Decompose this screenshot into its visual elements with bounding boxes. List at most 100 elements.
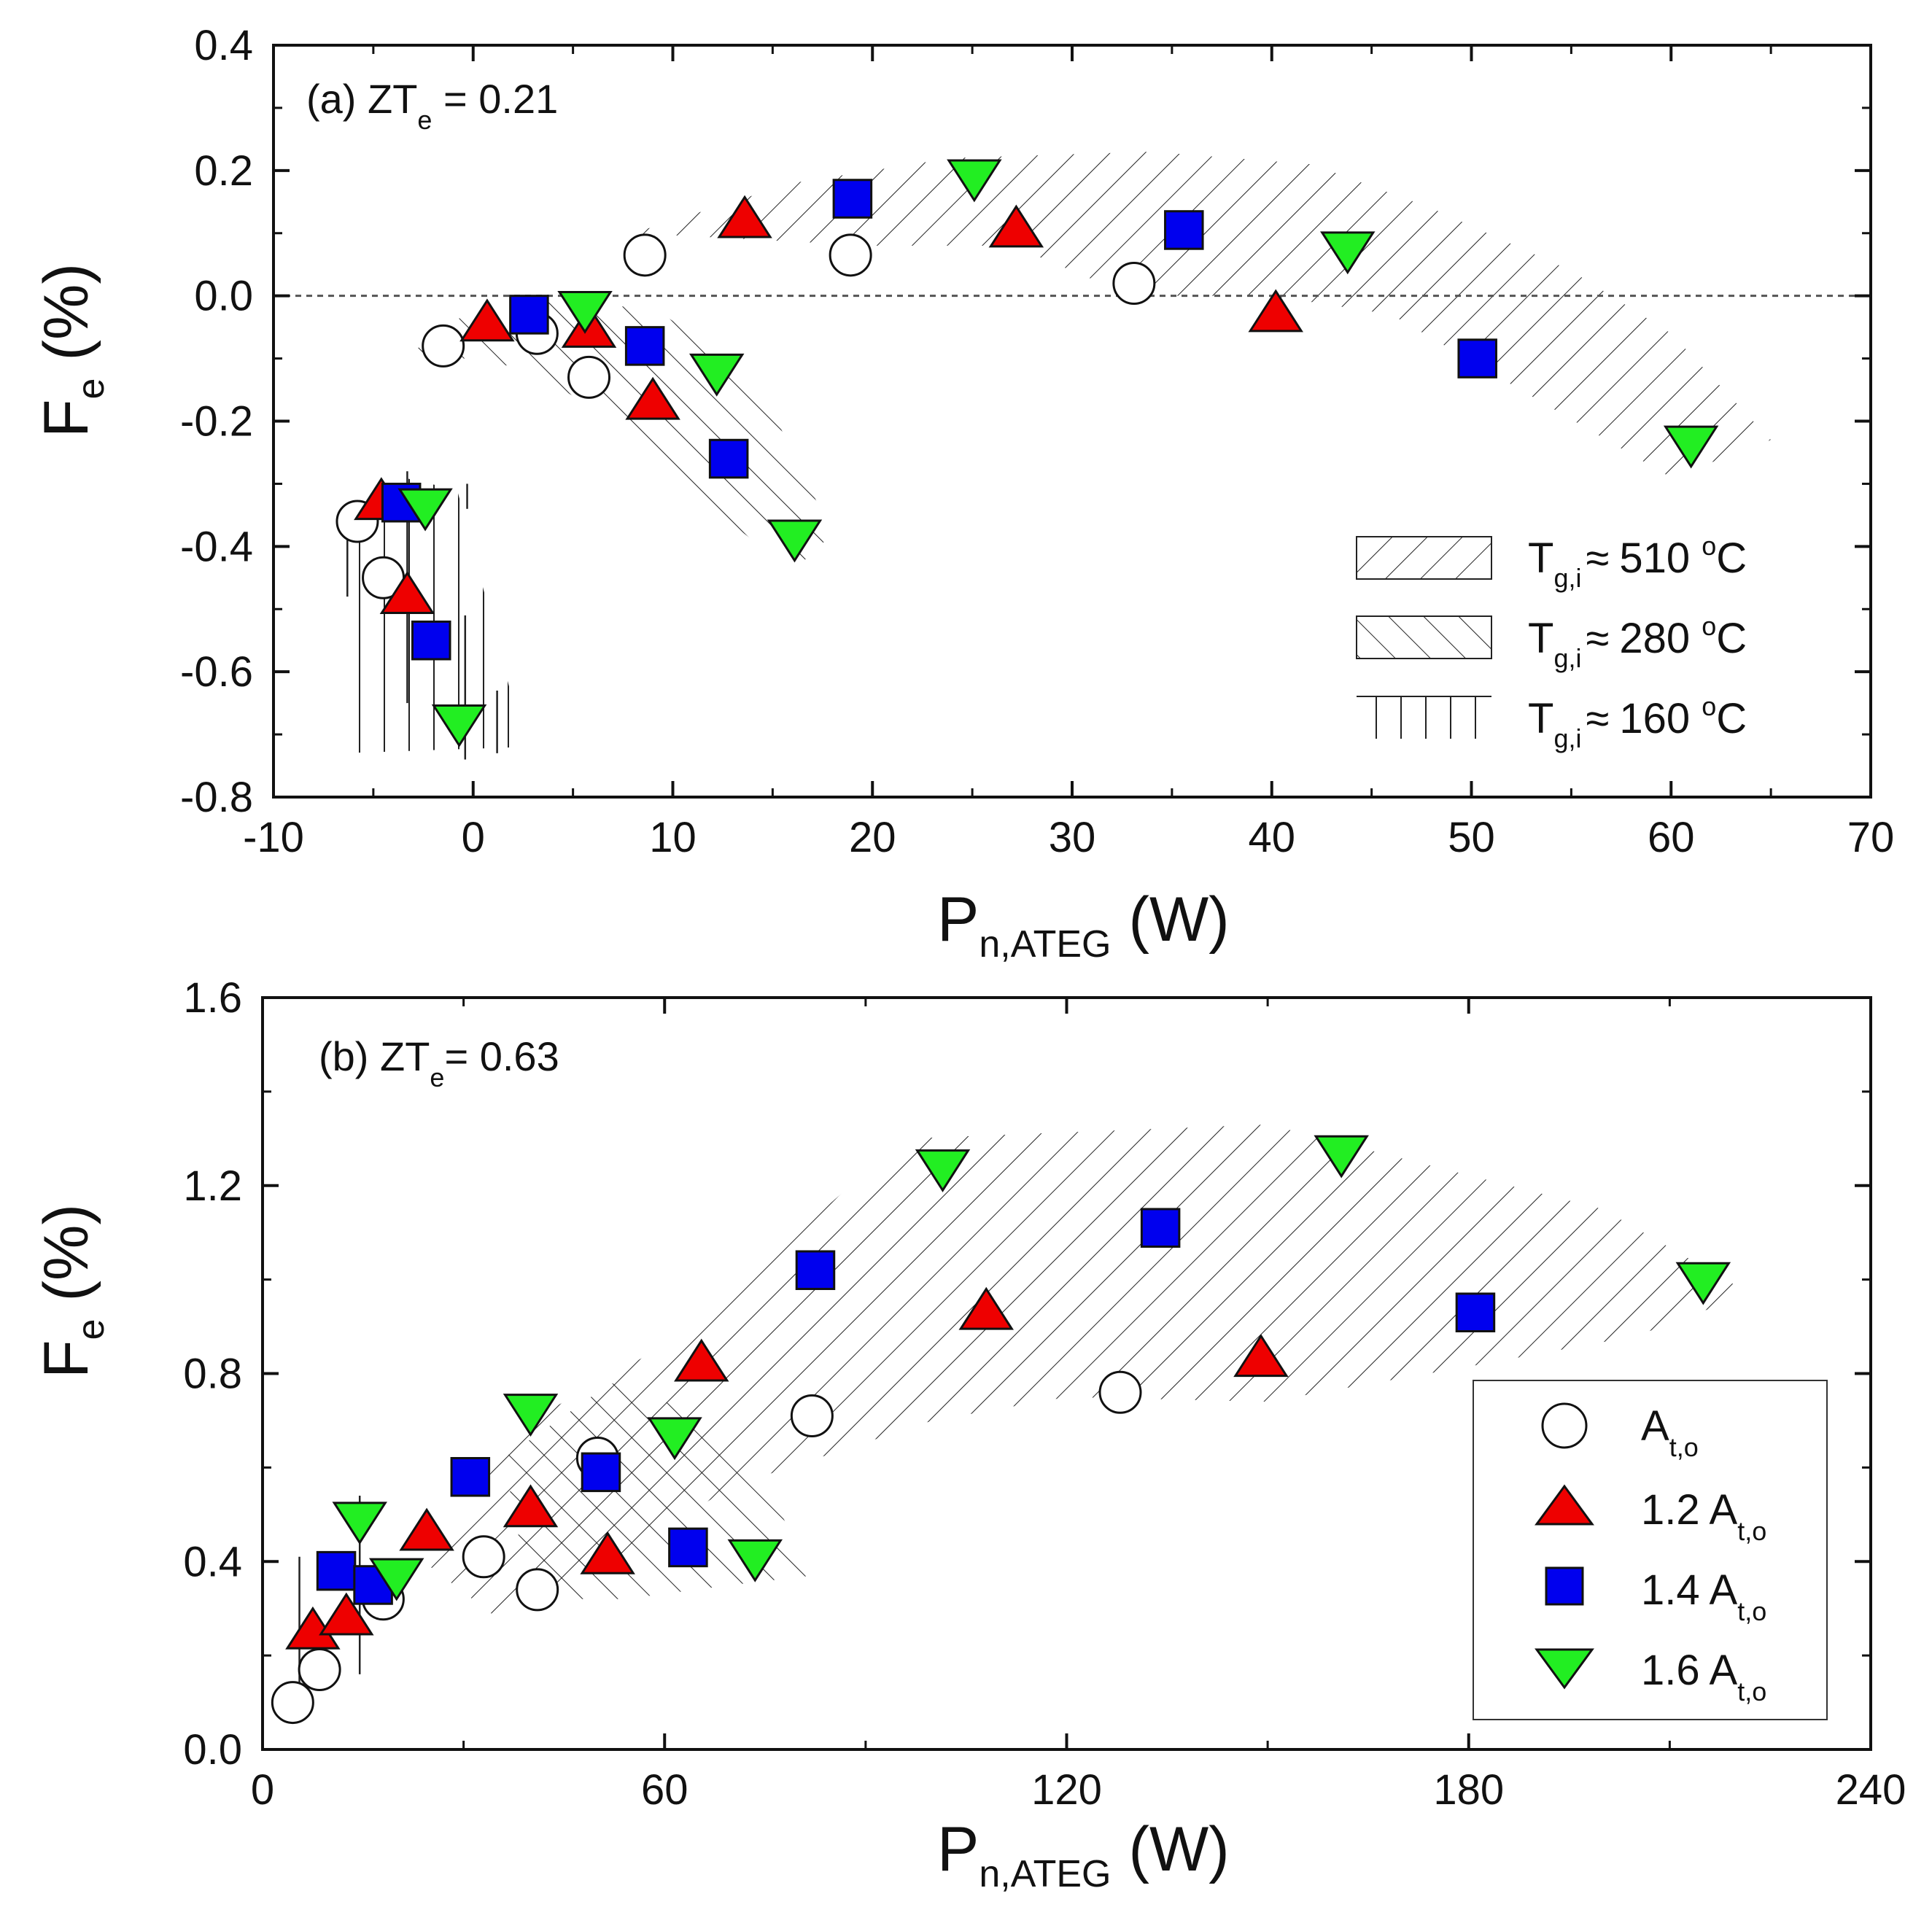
panel-a-x-tick-label: 0 [462, 814, 485, 861]
panel-a-x-tick-label: 10 [649, 814, 697, 861]
panel-b-point-triangle-up [1233, 1334, 1289, 1378]
panel-b-plot-area: 0 60 120 180 240 0.0 0.4 0.8 1.2 1.6 [183, 974, 1906, 1814]
panel-a-point-triangle-down [688, 353, 745, 397]
panel-a-point-triangle-up [459, 298, 515, 342]
panel-a-x-axis-label: Pn,ATEG (W) [937, 885, 1230, 966]
panel-a-y-tick-label: -0.4 [180, 523, 253, 570]
panel-a-plot-area: -10 0 10 20 30 40 50 60 70 -0.8 -0.6 -0.4 -0.2 0.0 0.2… [180, 22, 1894, 861]
panel-a-point-circle [829, 233, 872, 277]
panel-b-y-axis-label: Fe (%) [31, 1204, 112, 1378]
panel-a-point-triangle-down [947, 159, 1002, 203]
panel-b-x-tick-label: 120 [1031, 1766, 1102, 1814]
panel-b-point-square [1140, 1208, 1181, 1248]
legend-marker-triangle-up [1535, 1484, 1594, 1526]
panel-a-point-square [411, 620, 451, 661]
legend-marker-square [1545, 1566, 1584, 1606]
panel-a-y-tick-label: -0.8 [180, 774, 253, 821]
panel-a-point-triangle-down [557, 290, 613, 334]
panel-b-point-triangle-up [674, 1338, 729, 1382]
panel-a-point-triangle-down [767, 519, 823, 563]
panel-a-point-circle [623, 233, 667, 277]
panel-a-point-triangle-down [1320, 231, 1376, 275]
panel-b-x-tick-label: 0 [251, 1766, 274, 1814]
legend-label-280: Tg,i ≈280 oC [1528, 611, 1747, 673]
panel-b-y-tick-label: 0.0 [183, 1726, 242, 1774]
panel-b-x-axis-label: Pn,ATEG (W) [937, 1814, 1230, 1895]
panel-b-band-510 [423, 1124, 1750, 1618]
panel-b-point-triangle-up [399, 1507, 454, 1551]
panel-a-y-tick-label: 0.4 [194, 22, 253, 69]
panel-a-point-circle [422, 324, 465, 368]
panel-b-point-triangle-up [319, 1592, 374, 1636]
legend-label-series-2: 1.2 At,o [1641, 1486, 1766, 1546]
panel-b-point-square [795, 1250, 836, 1290]
legend-swatch-510 [1356, 536, 1492, 580]
panel-b-y-tick-label: 1.6 [183, 974, 242, 1022]
panel-b-point-triangle-down [915, 1149, 971, 1192]
panel-b-y-tick-label: 0.8 [183, 1351, 242, 1398]
panel-a-title: (a) ZTe = 0.21 [306, 76, 558, 135]
panel-a-band-160 [343, 477, 525, 753]
panel-b-x-tick-label: 60 [641, 1766, 688, 1814]
panel-b-point-circle [298, 1647, 341, 1691]
panel-b: 0 60 120 180 240 0.0 0.4 0.8 1.2 1.6 (b) ZTe= 0.6… [31, 974, 1906, 1895]
panel-b-point-triangle-down [1314, 1135, 1369, 1178]
panel-b-point-square [1455, 1292, 1496, 1332]
legend-swatch-280 [1356, 615, 1492, 659]
panel-a-point-triangle-up [625, 376, 680, 420]
panel-b-point-circle [271, 1681, 314, 1725]
panel-a-y-tick-label: -0.6 [180, 648, 253, 696]
panel-a-legend: Tg,i ≈510 oC Tg,i ≈280 oC Tg,i ≈160 oC [1356, 531, 1747, 753]
panel-a-point-square [624, 326, 665, 366]
panel-a-point-circle [567, 355, 611, 399]
panel-a-x-tick-label: 40 [1248, 814, 1295, 861]
panel-a-y-axis-label: Fe (%) [31, 263, 112, 438]
panel-b-point-triangle-up [580, 1531, 635, 1574]
panel-b-y-tick-label: 0.4 [183, 1538, 242, 1585]
panel-b-point-triangle-down [503, 1394, 559, 1437]
panel-a-point-triangle-up [988, 204, 1044, 248]
panel-b-title: (b) ZTe= 0.63 [319, 1033, 559, 1092]
panel-a-x-tick-label: 60 [1648, 814, 1695, 861]
panel-a-point-triangle-down [1663, 425, 1719, 469]
panel-b-point-triangle-up [503, 1484, 559, 1528]
legend-label-series-3: 1.4 At,o [1641, 1566, 1766, 1626]
panel-a-x-tick-label: 30 [1049, 814, 1096, 861]
panel-a-point-circle [1112, 261, 1156, 305]
legend-label-160: Tg,i ≈160 oC [1528, 691, 1747, 753]
panel-a-x-tick-label: 20 [849, 814, 896, 861]
panel-b-point-triangle-down [647, 1417, 702, 1461]
panel-b-point-triangle-down [332, 1502, 387, 1545]
panel-a-x-tick-label: 50 [1448, 814, 1495, 861]
legend-label-510: Tg,i ≈510 oC [1528, 531, 1747, 593]
panel-a-point-square [1164, 210, 1204, 250]
panel-b-point-triangle-down [727, 1539, 783, 1582]
panel-b-point-circle [516, 1568, 559, 1612]
panel-a-point-triangle-up [1248, 289, 1303, 333]
panel-b-point-triangle-down [1675, 1262, 1731, 1305]
panel-a-x-tick-label: -10 [243, 814, 304, 861]
panel-b-x-tick-label: 180 [1433, 1766, 1504, 1814]
panel-a: -10 0 10 20 30 40 50 60 70 -0.8 -0.6 -0.4 -0.2 0.0 0.2… [31, 22, 1894, 966]
panel-b-x-tick-label: 240 [1836, 1766, 1906, 1814]
panel-a-x-tick-label: 70 [1847, 814, 1895, 861]
legend-swatch-160 [1357, 696, 1491, 739]
panel-a-point-square [708, 438, 749, 479]
panel-b-y-tick-label: 1.2 [183, 1162, 242, 1210]
panel-a-point-square [509, 295, 549, 335]
panel-b-point-square [581, 1452, 621, 1493]
panel-a-y-tick-label: 0.2 [194, 147, 253, 195]
legend-label-series-1: At,o [1641, 1402, 1699, 1462]
panel-b-point-square [316, 1550, 357, 1591]
panel-b-legend: At,o 1.2 At,o 1.4 At,o 1.6 At,o [1473, 1380, 1828, 1720]
panel-a-y-tick-label: -0.2 [180, 398, 253, 446]
panel-b-point-triangle-down [369, 1558, 424, 1601]
panel-b-point-circle [790, 1394, 834, 1437]
panel-b-point-triangle-up [958, 1286, 1014, 1330]
panel-a-point-square [832, 179, 873, 219]
panel-a-point-triangle-up [379, 571, 435, 614]
panel-a-point-triangle-up [717, 195, 772, 238]
legend-label-series-4: 1.6 At,o [1641, 1647, 1766, 1706]
